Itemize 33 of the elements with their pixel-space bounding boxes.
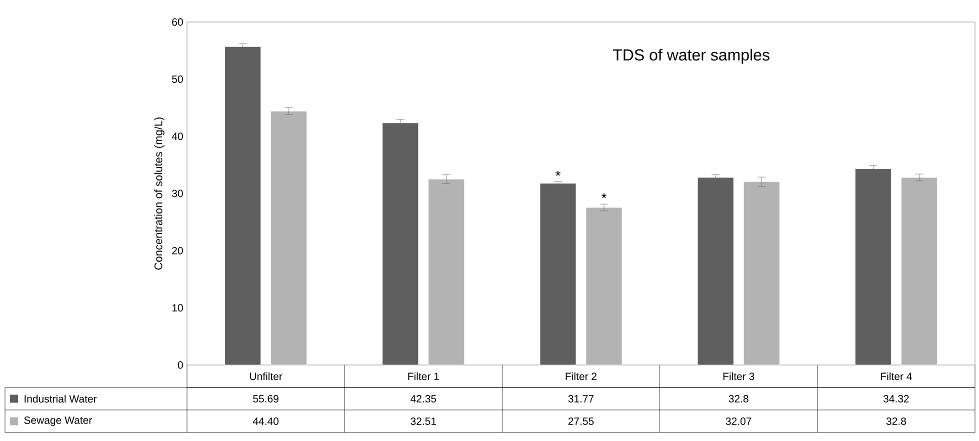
- y-tick-label: 60: [172, 18, 183, 26]
- bar: [900, 177, 938, 366]
- y-tick-label: 20: [172, 246, 183, 254]
- bar: [428, 178, 465, 366]
- legend-label: Industrial Water: [24, 394, 97, 403]
- y-tick-label: 10: [172, 304, 183, 312]
- bar: [586, 207, 622, 366]
- annotation: *: [556, 170, 561, 176]
- y-tick-label: 0: [178, 361, 183, 369]
- x-tick-label: Filter 1: [408, 372, 439, 380]
- text: TDS of water samples: [612, 48, 770, 64]
- data-label: 27.55: [568, 418, 594, 425]
- data-label: 32.8: [886, 418, 906, 425]
- data-label: 32.07: [726, 418, 752, 425]
- data-label: 55.69: [253, 395, 278, 402]
- bar: [270, 110, 308, 366]
- data-label: 44.40: [252, 418, 279, 425]
- data-label: 32.51: [410, 418, 436, 425]
- x-tick-label: Filter 3: [723, 372, 754, 380]
- data-label: 34.32: [883, 395, 909, 402]
- data-label: 32.8: [728, 395, 748, 402]
- y-axis-title: Concentration of solutes (mg/L): [154, 117, 164, 270]
- y-tick-label: 30: [172, 190, 183, 198]
- data-label: 42.35: [410, 395, 436, 402]
- data-label: 31.77: [568, 395, 594, 402]
- annotation: *: [602, 193, 607, 198]
- bar: [743, 181, 780, 366]
- x-tick-label: Unfilter: [250, 372, 282, 380]
- y-tick-label: 50: [172, 75, 183, 83]
- x-tick-label: Filter 4: [881, 372, 912, 380]
- y-tick-label: 40: [172, 132, 183, 140]
- x-tick-label: Filter 2: [566, 372, 596, 380]
- legend-label: Sewage Water: [24, 416, 92, 426]
